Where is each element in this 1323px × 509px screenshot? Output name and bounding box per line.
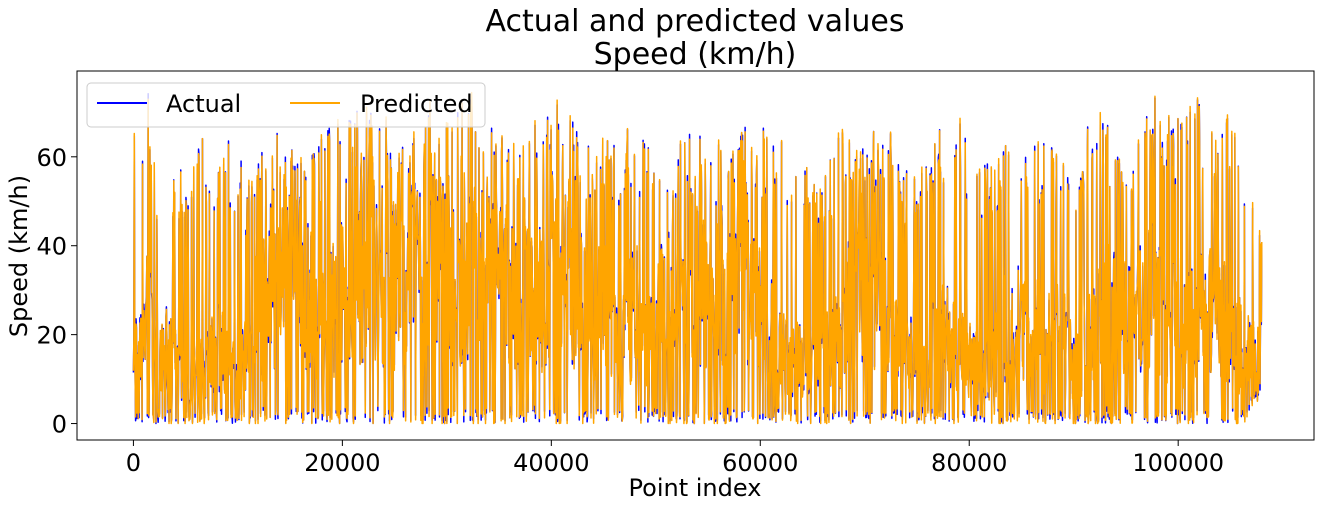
chart-title: Actual and predicted values xyxy=(486,4,905,39)
x-axis: 0 20000 40000 60000 80000 100000 xyxy=(126,440,1224,477)
chart-subtitle: Speed (km/h) xyxy=(594,37,797,72)
x-tick-label: 100000 xyxy=(1132,449,1224,477)
legend-label-predicted: Predicted xyxy=(360,90,473,118)
legend-box xyxy=(86,82,486,128)
x-tick-label: 40000 xyxy=(513,449,589,477)
y-tick-label: 0 xyxy=(52,411,67,439)
series-line-predicted xyxy=(132,91,1263,425)
plot-frame xyxy=(76,70,1315,441)
plot-area xyxy=(132,91,1263,425)
y-axis-label: Speed (km/h) xyxy=(5,175,33,337)
y-axis: 0 20 40 60 xyxy=(36,144,77,439)
x-tick-label: 80000 xyxy=(931,449,1007,477)
x-tick-label: 0 xyxy=(126,449,141,477)
x-tick-label: 20000 xyxy=(304,449,380,477)
x-axis-label: Point index xyxy=(629,474,762,502)
y-tick-label: 40 xyxy=(36,233,67,261)
y-tick-label: 60 xyxy=(36,144,67,172)
x-tick-label: 60000 xyxy=(722,449,798,477)
y-tick-label: 20 xyxy=(36,322,67,350)
legend: Actual Predicted xyxy=(86,82,486,128)
legend-label-actual: Actual xyxy=(166,90,241,118)
